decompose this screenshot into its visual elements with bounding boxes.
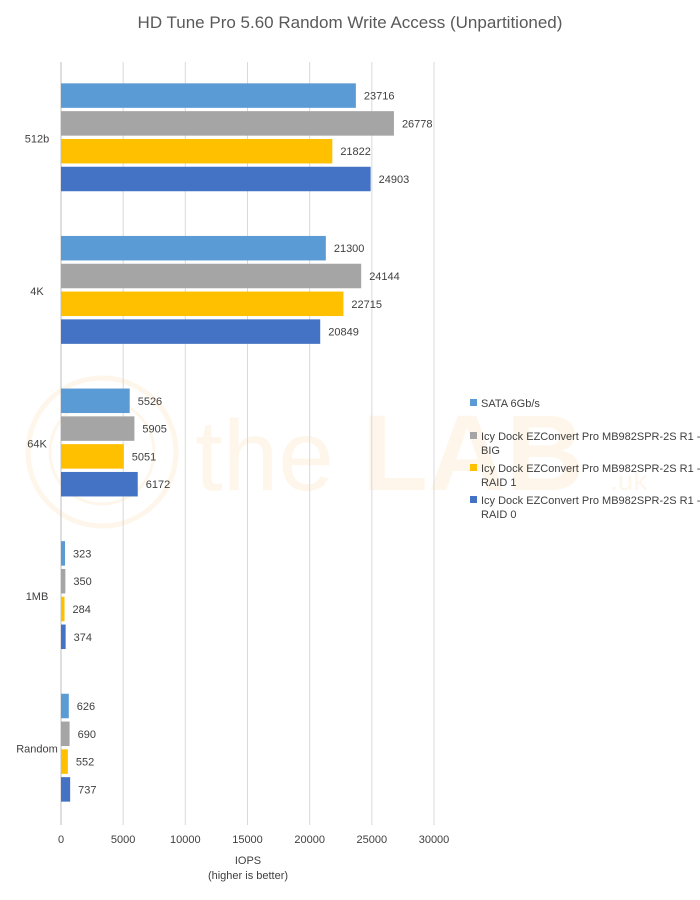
legend-swatch [470,496,477,503]
category-label: 64K [27,439,47,451]
category-labels: 512b 4K 64K 1MB Random [16,133,58,755]
chart-title: HD Tune Pro 5.60 Random Write Access (Un… [138,13,563,32]
x-axis-subtitle: (higher is better) [208,870,288,882]
data-label: 20849 [328,327,359,339]
x-tick-label: 5000 [111,834,135,846]
bar [61,568,66,594]
data-label: 24903 [379,174,410,186]
data-label: 284 [73,604,91,616]
data-label: 24144 [369,271,400,283]
x-tick-label: 15000 [232,834,263,846]
bar [61,541,66,566]
data-label: 5905 [142,424,166,436]
legend-label: Icy Dock EZConvert Pro MB982SPR-2S R1 - [481,463,700,475]
data-label: 5526 [138,396,162,408]
x-tick-label: 0 [58,834,64,846]
x-tick-label: 20000 [294,834,325,846]
bar [61,444,124,469]
legend-label: RAID 1 [481,477,516,489]
bar [61,721,70,747]
data-label: 323 [73,548,91,560]
data-label: 21822 [340,146,371,158]
category-label: 512b [25,133,49,145]
legend-swatch [470,399,477,406]
legend-label: BIG [481,445,500,457]
bar [61,596,65,622]
category-label: 4K [30,286,44,298]
watermark-logo: the LAB .uk [25,375,648,529]
svg-text:.uk: .uk [610,465,648,496]
bar [61,166,371,192]
svg-text:LAB: LAB [362,392,584,513]
data-label: 26778 [402,118,433,130]
data-label: 737 [78,784,96,796]
x-tick-labels: 0 5000 10000 15000 20000 25000 30000 [58,834,449,846]
data-label: 690 [78,729,96,741]
x-axis-title: IOPS [235,855,261,867]
legend-swatch [470,464,477,471]
bar [61,777,71,802]
bar [61,83,356,108]
data-label: 6172 [146,479,170,491]
data-label: 22715 [351,299,382,311]
data-label: 350 [73,576,91,588]
x-tick-label: 30000 [419,834,450,846]
category-label: Random [16,744,58,756]
bar [61,471,138,497]
svg-text:the: the [195,400,334,512]
data-label: 5051 [132,451,156,463]
bar [61,693,69,719]
bar [61,624,66,650]
data-label: 626 [77,701,95,713]
x-tick-label: 25000 [357,834,388,846]
legend: SATA 6Gb/s Icy Dock EZConvert Pro MB982SP… [470,398,700,521]
x-tick-label: 10000 [170,834,201,846]
bar [61,235,326,261]
bar [61,111,394,136]
category-label: 1MB [26,591,49,603]
data-label: 21300 [334,243,365,255]
bar [61,749,68,774]
bar [61,388,130,414]
data-label: 23716 [364,91,395,103]
data-labels: 23716 26778 21822 24903 21300 24144 22715 20849… [73,91,433,797]
legend-label: Icy Dock EZConvert Pro MB982SPR-2S R1 - [481,495,700,507]
legend-label: RAID 0 [481,509,516,521]
bar [61,416,135,441]
bar [61,291,344,317]
bar [61,263,362,289]
legend-swatch [470,432,477,439]
bar [61,138,333,164]
bar [61,319,321,344]
data-label: 552 [76,757,94,769]
legend-label: SATA 6Gb/s [481,398,540,410]
bars [61,83,394,802]
data-label: 374 [74,632,92,644]
legend-label: Icy Dock EZConvert Pro MB982SPR-2S R1 - [481,431,700,443]
